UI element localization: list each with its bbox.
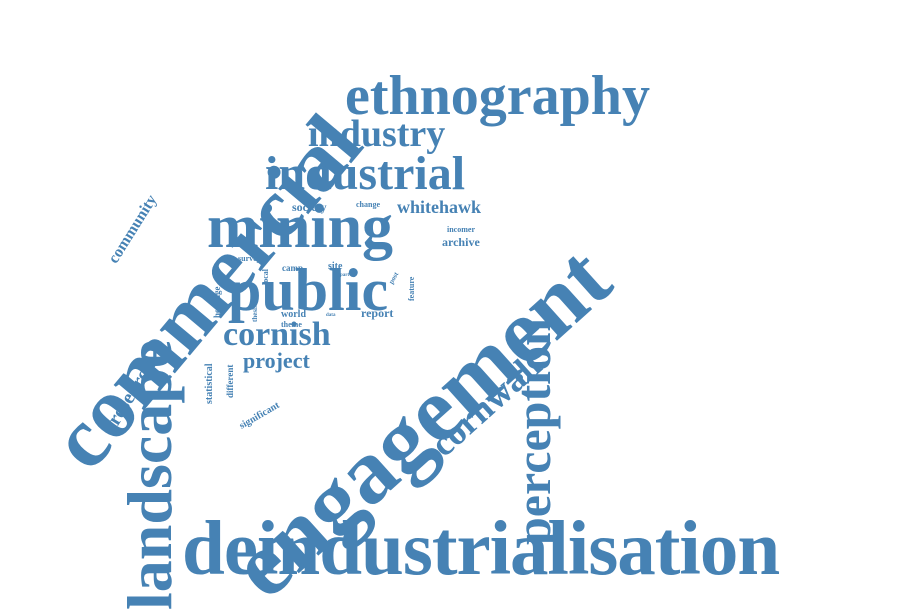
word-public: public (228, 257, 389, 323)
word-project: project (243, 348, 310, 373)
word-world: world (281, 309, 306, 320)
word-cornish: cornish (223, 316, 331, 353)
word-theme: theme (281, 320, 302, 329)
word-society: society (292, 200, 327, 214)
word-survey: survey (238, 254, 261, 263)
word-different: different (225, 364, 235, 398)
word-deindustrialisation: deindustrialisation (182, 505, 780, 591)
word-site: site (328, 261, 343, 272)
word-ethnography: ethnography (345, 65, 650, 127)
word-feature: feature (407, 276, 416, 301)
word-community: community (105, 191, 161, 267)
word-industry: industry (308, 113, 446, 155)
word-report: report (361, 306, 394, 320)
word-data: data (326, 313, 336, 318)
word-archive: archive (442, 235, 480, 249)
word-industrial: industrial (265, 147, 466, 200)
word-mining: mining (207, 193, 394, 261)
word-change: change (356, 200, 380, 209)
word-statistical: statistical (204, 363, 215, 404)
word-part: part (340, 273, 350, 278)
word-incomer: incomer (447, 225, 475, 234)
word-significant: significant (237, 399, 282, 432)
word-post: post (387, 270, 401, 286)
word-camp: camp (282, 263, 303, 273)
word-whitehawk: whitehawk (397, 197, 482, 217)
